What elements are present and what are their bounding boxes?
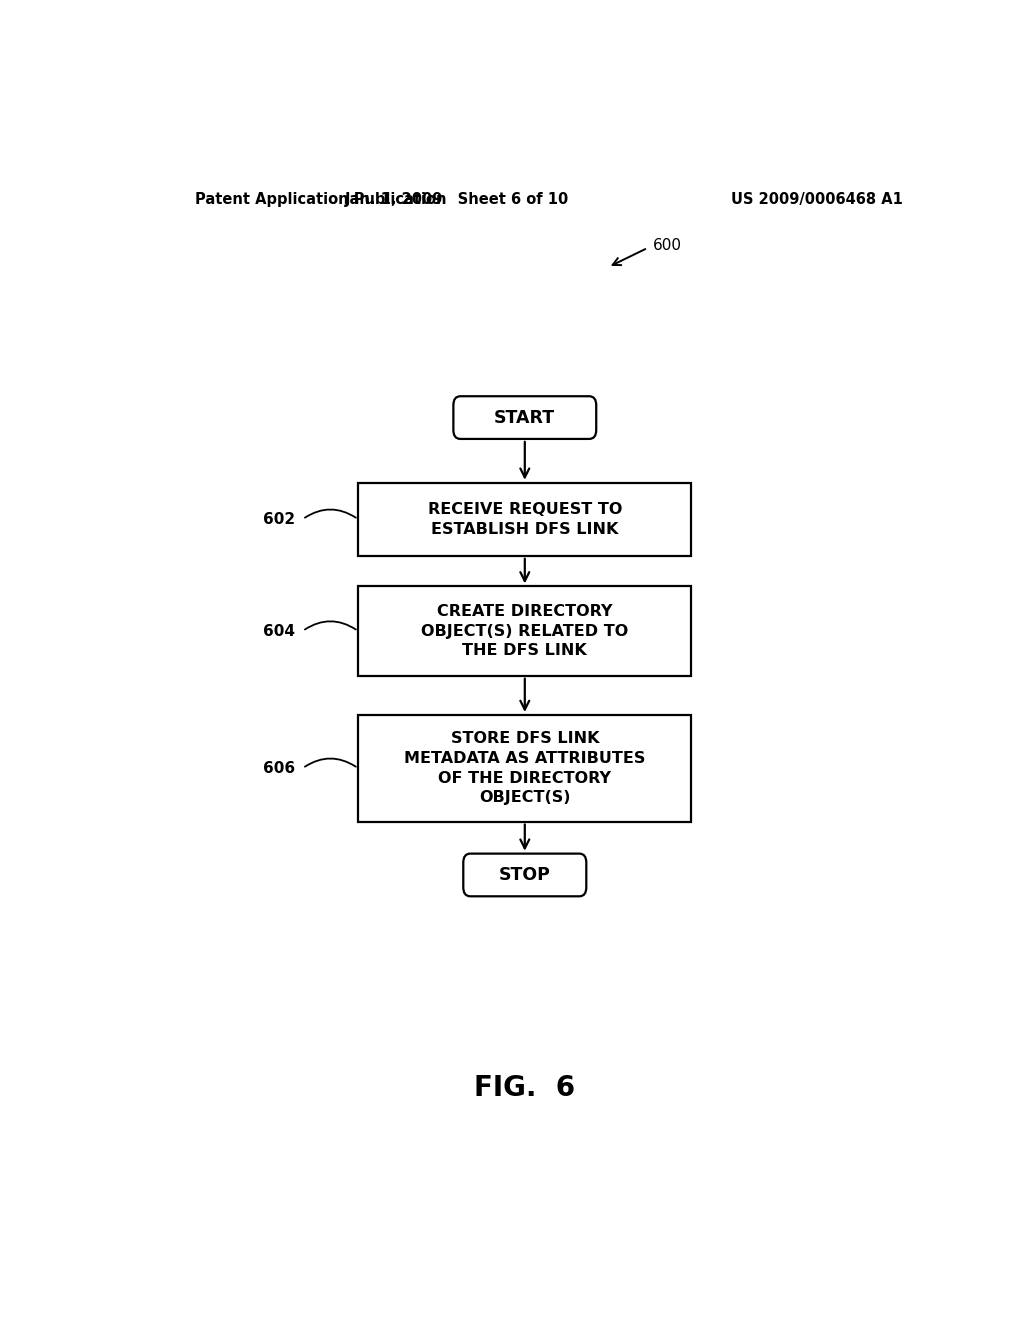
Text: CREATE DIRECTORY
OBJECT(S) RELATED TO
THE DFS LINK: CREATE DIRECTORY OBJECT(S) RELATED TO TH…: [421, 603, 629, 659]
FancyBboxPatch shape: [463, 854, 587, 896]
FancyBboxPatch shape: [454, 396, 596, 440]
Text: FIG.  6: FIG. 6: [474, 1074, 575, 1102]
Text: START: START: [495, 409, 555, 426]
Text: RECEIVE REQUEST TO
ESTABLISH DFS LINK: RECEIVE REQUEST TO ESTABLISH DFS LINK: [428, 502, 622, 537]
Bar: [358, 586, 691, 676]
Text: US 2009/0006468 A1: US 2009/0006468 A1: [731, 193, 903, 207]
Bar: [358, 715, 691, 821]
Text: Patent Application Publication: Patent Application Publication: [196, 193, 446, 207]
Text: STOP: STOP: [499, 866, 551, 884]
Bar: [358, 483, 691, 556]
Text: 604: 604: [263, 623, 295, 639]
Text: 606: 606: [262, 760, 295, 776]
Text: STORE DFS LINK
METADATA AS ATTRIBUTES
OF THE DIRECTORY
OBJECT(S): STORE DFS LINK METADATA AS ATTRIBUTES OF…: [404, 731, 645, 805]
Text: Jan. 1, 2009   Sheet 6 of 10: Jan. 1, 2009 Sheet 6 of 10: [345, 193, 569, 207]
Text: 600: 600: [653, 239, 682, 253]
Text: 602: 602: [262, 512, 295, 527]
